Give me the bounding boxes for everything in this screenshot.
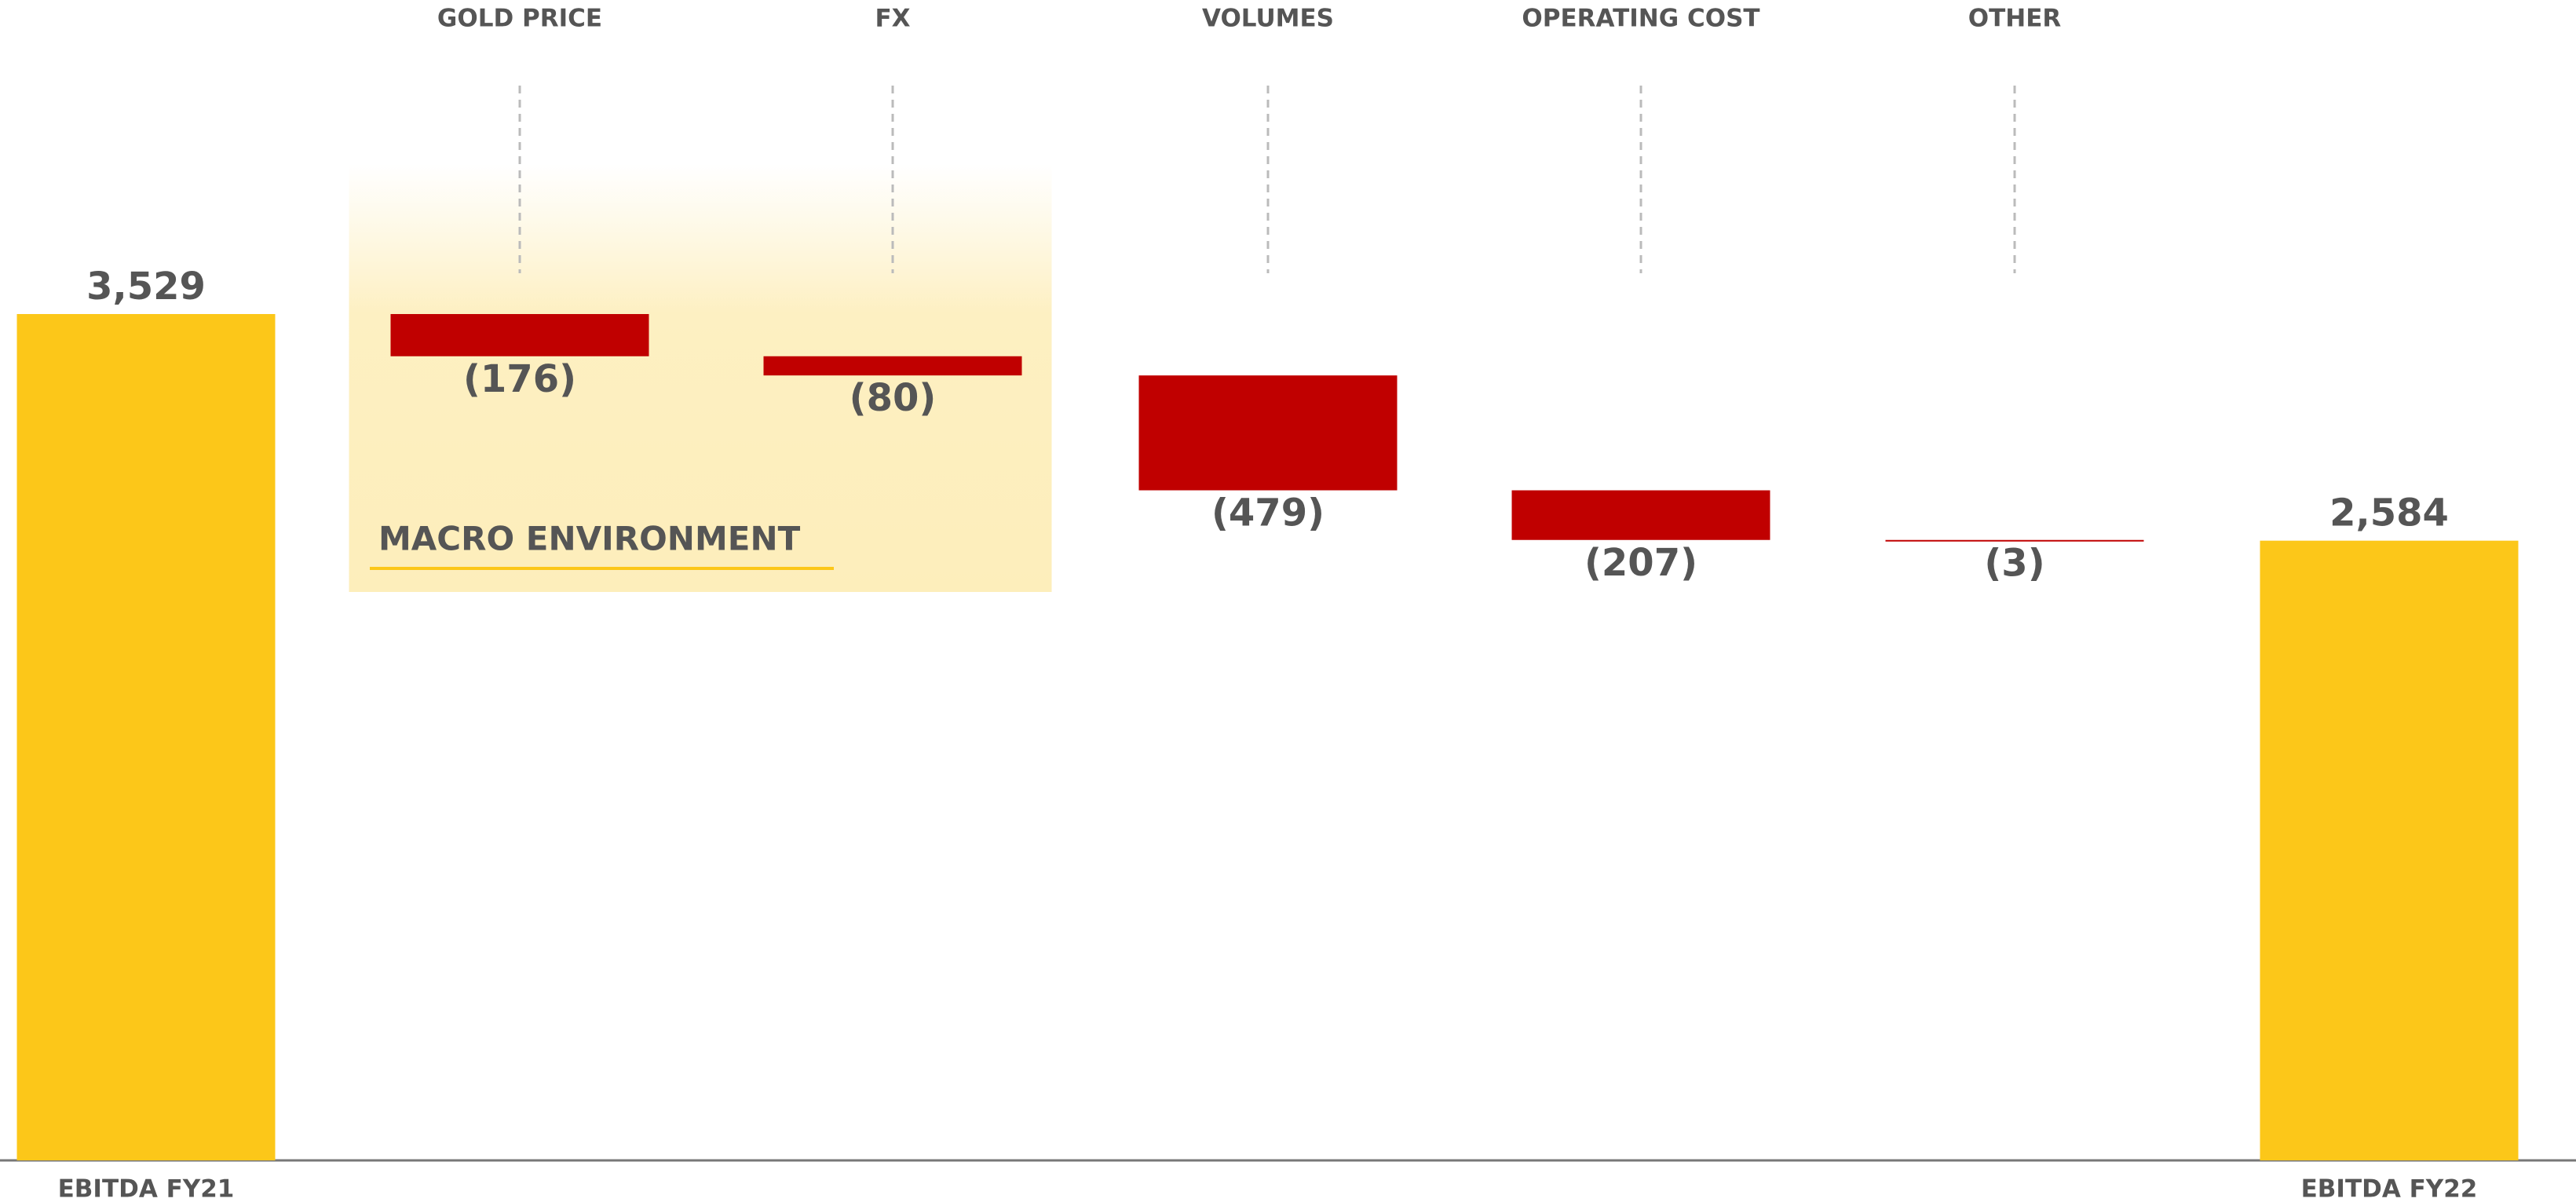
category-label: FX: [875, 5, 910, 33]
decrease-bar: [1138, 375, 1398, 491]
category-label: EBITDA FY22: [2301, 1175, 2478, 1202]
value-label: (3): [1984, 542, 2044, 586]
total-bar: [2260, 540, 2519, 1160]
category-label: VOLUMES: [1202, 5, 1334, 33]
value-label: (176): [463, 357, 576, 401]
macro-box: [349, 164, 1052, 592]
category-label: EBITDA FY21: [58, 1175, 235, 1202]
value-label: (479): [1211, 491, 1325, 535]
value-label: (207): [1584, 541, 1697, 585]
value-label: 2,584: [2329, 491, 2449, 535]
value-label: (80): [850, 376, 937, 420]
decrease-bar: [390, 314, 649, 356]
category-label: OPERATING COST: [1522, 5, 1759, 33]
category-label: GOLD PRICE: [437, 5, 602, 33]
total-bar: [16, 314, 276, 1160]
decrease-bar: [763, 356, 1022, 376]
value-label: 3,529: [86, 265, 206, 309]
annotation: MACRO ENVIRONMENT: [378, 520, 801, 558]
category-label: OTHER: [1968, 5, 2062, 33]
decrease-bar: [1885, 539, 2144, 542]
decrease-bar: [1511, 490, 1770, 540]
